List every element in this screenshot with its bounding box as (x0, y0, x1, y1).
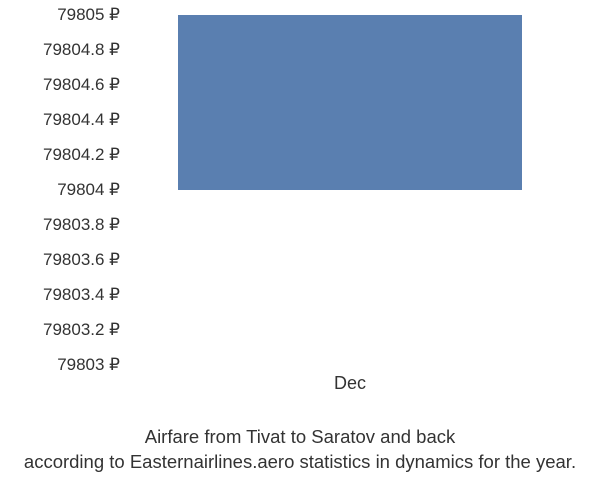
y-tick-label: 79804.8 ₽ (43, 40, 120, 60)
y-tick-label: 79804.6 ₽ (43, 75, 120, 95)
x-tick-label: Dec (334, 373, 366, 394)
plot-area: Dec (130, 15, 570, 365)
y-tick-label: 79803.4 ₽ (43, 285, 120, 305)
y-tick-label: 79803.2 ₽ (43, 320, 120, 340)
bar (178, 15, 521, 190)
chart-caption: Airfare from Tivat to Saratov and back a… (0, 425, 600, 475)
caption-line-1: Airfare from Tivat to Saratov and back (145, 426, 456, 447)
y-tick-label: 79803.8 ₽ (43, 215, 120, 235)
y-axis: 79805 ₽79804.8 ₽79804.6 ₽79804.4 ₽79804.… (0, 15, 130, 405)
caption-line-2: according to Easternairlines.aero statis… (24, 451, 576, 472)
y-tick-label: 79804.4 ₽ (43, 110, 120, 130)
airfare-chart: 79805 ₽79804.8 ₽79804.6 ₽79804.4 ₽79804.… (0, 15, 600, 405)
y-tick-label: 79805 ₽ (57, 5, 120, 25)
y-tick-label: 79804.2 ₽ (43, 145, 120, 165)
y-tick-label: 79803.6 ₽ (43, 250, 120, 270)
y-tick-label: 79804 ₽ (57, 180, 120, 200)
y-tick-label: 79803 ₽ (57, 355, 120, 375)
